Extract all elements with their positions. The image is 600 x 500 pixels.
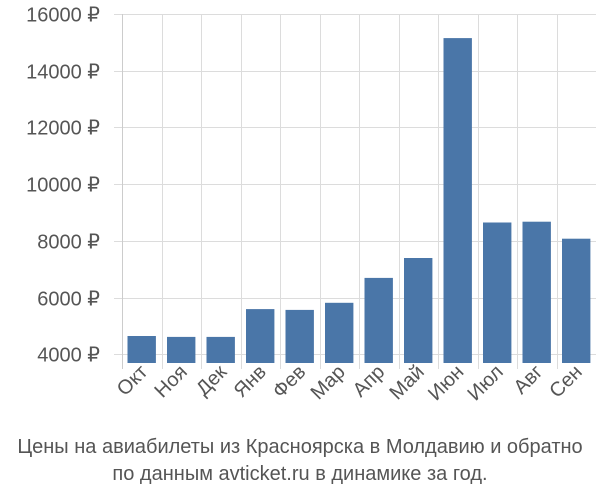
bar [325, 302, 354, 363]
y-tick-label: 6000 ₽ [37, 289, 100, 311]
bar [483, 222, 512, 363]
bar [364, 277, 393, 363]
x-tick-label: Дек [192, 361, 231, 400]
x-tick-label: Сен [545, 361, 586, 402]
bar [246, 309, 275, 363]
x-tick-label: Фев [269, 361, 311, 403]
x-tick-label: Июл [464, 361, 508, 405]
bar [206, 336, 235, 363]
bar [562, 238, 591, 363]
x-tick-label: Июн [424, 361, 468, 405]
y-tick-label: 10000 ₽ [26, 175, 100, 197]
x-tick-label: Окт [113, 361, 152, 400]
gridlines [114, 14, 596, 369]
x-tick-label: Мар [307, 361, 350, 404]
y-tick-label: 14000 ₽ [26, 62, 100, 84]
x-tick-label: Янв [230, 361, 271, 402]
y-tick-label: 4000 ₽ [37, 345, 100, 367]
x-tick-label: Апр [349, 361, 390, 402]
bars [127, 38, 591, 363]
bar [443, 38, 472, 363]
chart-caption-line-2: по данным avticket.ru в динамике за год. [112, 463, 488, 485]
bar [404, 258, 433, 363]
bar [167, 336, 196, 363]
y-tick-label: 12000 ₽ [26, 118, 100, 140]
x-tick-label: Май [386, 361, 429, 404]
x-tick-label: Авг [510, 361, 548, 399]
y-tick-labels: 4000 ₽ 6000 ₽ 8000 ₽ 10000 ₽ 12000 ₽ 14000 ₽ 1… [26, 5, 100, 367]
y-tick-label: 16000 ₽ [26, 5, 100, 27]
bar [127, 336, 156, 363]
bar [285, 309, 314, 363]
chart-caption-line-1: Цены на авиабилеты из Красноярска в Молд… [17, 436, 583, 458]
y-tick-label: 8000 ₽ [37, 232, 100, 254]
x-tick-label: Ноя [150, 361, 191, 402]
bar [522, 221, 551, 363]
bar-chart-svg: 4000 ₽ 6000 ₽ 8000 ₽ 10000 ₽ 12000 ₽ 14000 ₽ 1… [26, 5, 596, 405]
